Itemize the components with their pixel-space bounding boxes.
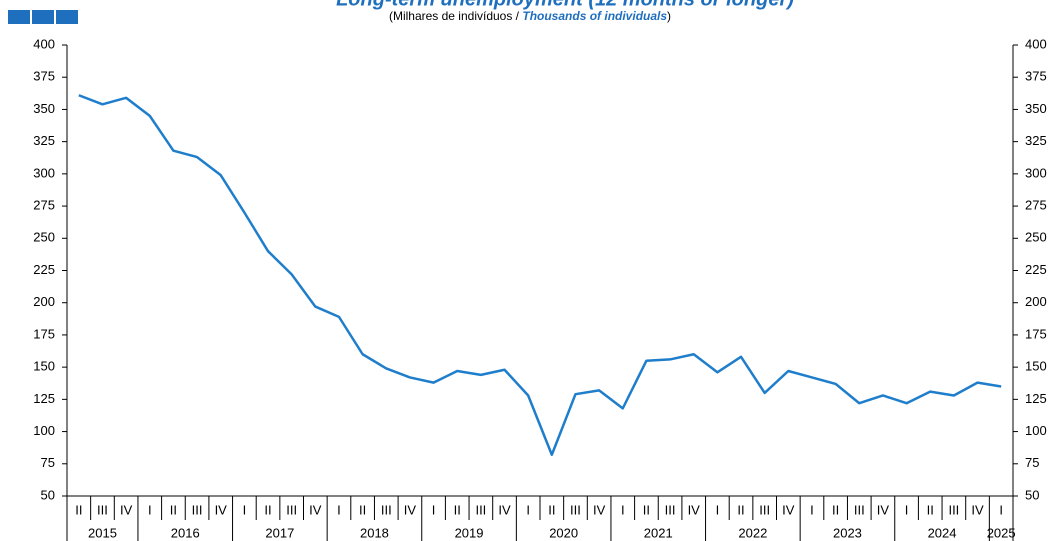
x-tick-label: III (854, 502, 865, 517)
year-label: 2018 (360, 525, 389, 540)
y-tick-label-right: 300 (1025, 165, 1047, 180)
y-tick-label: 175 (33, 326, 55, 341)
x-tick-label: III (286, 502, 297, 517)
y-tick-label: 350 (33, 101, 55, 116)
y-tick-label: 125 (33, 391, 55, 406)
x-tick-label: IV (215, 502, 228, 517)
x-tick-label: II (75, 502, 82, 517)
y-tick-label-right: 175 (1025, 326, 1047, 341)
x-tick-label: III (948, 502, 959, 517)
y-tick-label-right: 150 (1025, 359, 1047, 374)
x-tick-label: I (905, 502, 909, 517)
y-tick-label: 200 (33, 294, 55, 309)
x-tick-label: I (148, 502, 152, 517)
subtitle-end: ) (667, 9, 671, 23)
year-label: 2022 (738, 525, 767, 540)
y-tick-label: 250 (33, 230, 55, 245)
x-tick-label: III (665, 502, 676, 517)
x-tick-label: II (454, 502, 461, 517)
x-tick-label: IV (309, 502, 322, 517)
x-tick-label: I (243, 502, 247, 517)
y-tick-label-right: 325 (1025, 133, 1047, 148)
x-tick-label: III (192, 502, 203, 517)
y-tick-label: 300 (33, 165, 55, 180)
y-tick-label-right: 275 (1025, 198, 1047, 213)
y-tick-label: 50 (41, 487, 55, 502)
logo-block (8, 10, 30, 24)
subtitle-en: Thousands of individuals (522, 9, 667, 23)
x-tick-label: II (548, 502, 555, 517)
x-tick-label: III (475, 502, 486, 517)
x-tick-label: III (381, 502, 392, 517)
line-series (78, 94, 1002, 457)
y-tick-label-right: 400 (1025, 36, 1047, 51)
y-tick-label: 75 (41, 455, 55, 470)
chart-title: Long-term unemployment (12 months or lon… (336, 0, 794, 10)
y-tick-label-right: 225 (1025, 262, 1047, 277)
year-label: 2020 (549, 525, 578, 540)
y-tick-label: 275 (33, 198, 55, 213)
y-tick-label: 375 (33, 69, 55, 84)
x-tick-label: I (999, 502, 1003, 517)
y-tick-label: 325 (33, 133, 55, 148)
y-tick-label-right: 350 (1025, 101, 1047, 116)
x-tick-label: I (526, 502, 530, 517)
x-tick-label: III (759, 502, 770, 517)
y-tick-label-right: 75 (1025, 455, 1039, 470)
y-tick-label-right: 375 (1025, 69, 1047, 84)
chart-subtitle: (Milhares de indivíduos / Thousands of i… (389, 9, 671, 23)
x-tick-label: IV (120, 502, 133, 517)
x-tick-label: IV (498, 502, 511, 517)
x-tick-label: IV (688, 502, 701, 517)
y-tick-label-right: 50 (1025, 487, 1039, 502)
year-label: 2021 (644, 525, 673, 540)
y-tick-label: 400 (33, 36, 55, 51)
x-tick-label: IV (404, 502, 417, 517)
y-tick-label: 100 (33, 423, 55, 438)
x-tick-label: I (432, 502, 436, 517)
x-tick-label: I (810, 502, 814, 517)
year-label: 2015 (88, 525, 117, 540)
x-tick-label: I (621, 502, 625, 517)
x-tick-label: IV (782, 502, 795, 517)
x-tick-label: IV (593, 502, 606, 517)
x-tick-label: III (570, 502, 581, 517)
x-tick-label: II (170, 502, 177, 517)
year-label: 2023 (833, 525, 862, 540)
year-label: 2019 (455, 525, 484, 540)
y-tick-label-right: 200 (1025, 294, 1047, 309)
x-tick-label: IV (877, 502, 890, 517)
y-tick-label: 150 (33, 359, 55, 374)
x-tick-label: II (264, 502, 271, 517)
x-tick-label: II (832, 502, 839, 517)
x-tick-label: I (716, 502, 720, 517)
y-tick-label-right: 100 (1025, 423, 1047, 438)
x-tick-label: II (359, 502, 366, 517)
logo-block (56, 10, 78, 24)
x-tick-label: II (643, 502, 650, 517)
x-tick-label: II (737, 502, 744, 517)
year-label: 2016 (171, 525, 200, 540)
y-tick-label: 225 (33, 262, 55, 277)
y-tick-label-right: 250 (1025, 230, 1047, 245)
x-tick-label: III (97, 502, 108, 517)
x-tick-label: II (927, 502, 934, 517)
subtitle-pt: (Milhares de indivíduos / (389, 9, 522, 23)
y-tick-label-right: 125 (1025, 391, 1047, 406)
x-tick-label: IV (971, 502, 984, 517)
year-label: 2017 (265, 525, 294, 540)
x-tick-label: I (337, 502, 341, 517)
logo-block (32, 10, 54, 24)
year-label: 2024 (928, 525, 957, 540)
year-label: 2025 (987, 525, 1016, 540)
